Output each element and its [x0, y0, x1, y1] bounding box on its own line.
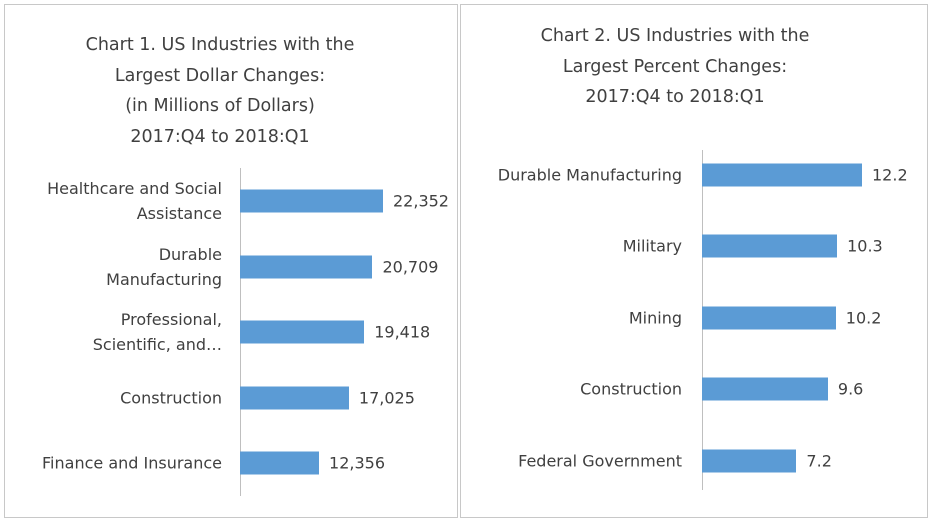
chart-panel: [460, 4, 928, 518]
chart-panel: [4, 4, 458, 518]
category-label: Healthcare and Social Assistance: [47, 179, 222, 223]
category-label: Federal Government: [518, 451, 682, 471]
category-label: Construction: [580, 379, 682, 399]
category-label: Finance and Insurance: [42, 453, 222, 473]
bar: [240, 189, 383, 213]
data-label: 7.2: [806, 451, 832, 471]
bar: [702, 306, 836, 330]
data-label: 12,356: [329, 453, 386, 473]
category-label: Military: [622, 236, 682, 256]
category-label: Professional, Scientific, and…: [92, 310, 222, 354]
data-label: 22,352: [393, 191, 449, 211]
bar: [240, 320, 365, 344]
chart-title: Chart 1. US Industries with the Largest …: [85, 35, 355, 147]
data-label: 19,418: [374, 322, 431, 342]
bar: [702, 377, 828, 401]
bar: [702, 163, 862, 187]
bar: [702, 234, 838, 258]
category-label: Mining: [628, 308, 682, 328]
data-label: 10.3: [847, 236, 883, 256]
bar: [702, 449, 797, 473]
bar: [240, 451, 320, 475]
data-label: 12.2: [872, 165, 908, 185]
category-label: Construction: [120, 388, 222, 408]
category-label: Durable Manufacturing: [497, 165, 682, 185]
data-label: 20,709: [382, 257, 439, 277]
data-label: 17,025: [358, 388, 415, 408]
data-label: 9.6: [837, 379, 864, 399]
bar: [240, 386, 349, 410]
data-label: 10.2: [845, 308, 882, 328]
chart-title: Chart 2. US Industries with the Largest …: [540, 26, 810, 107]
category-label: Durable Manufacturing: [106, 245, 222, 289]
bar: [240, 255, 373, 279]
